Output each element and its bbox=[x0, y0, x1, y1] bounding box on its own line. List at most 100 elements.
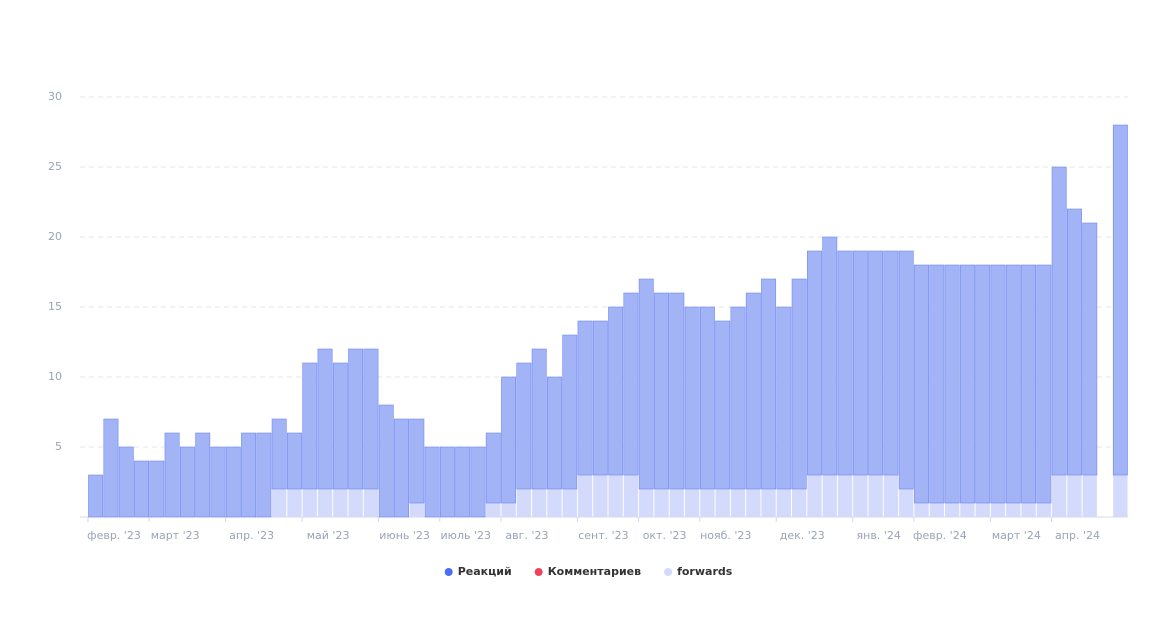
y-tick-label: 5 bbox=[55, 440, 62, 453]
bar bbox=[914, 264, 929, 504]
bar bbox=[761, 278, 777, 490]
x-tick-label: апр. '23 bbox=[229, 529, 274, 542]
legend-label: forwards bbox=[677, 565, 733, 578]
bar bbox=[363, 489, 379, 517]
bar bbox=[608, 475, 623, 517]
bar bbox=[654, 489, 669, 517]
bar bbox=[914, 503, 929, 517]
bar bbox=[103, 418, 119, 518]
bar bbox=[1021, 264, 1037, 504]
bar bbox=[348, 489, 363, 517]
bar bbox=[654, 292, 669, 490]
bar bbox=[883, 475, 899, 517]
bar bbox=[118, 446, 134, 518]
bar bbox=[271, 418, 287, 490]
bar bbox=[745, 292, 761, 490]
x-tick-label: сент. '23 bbox=[578, 529, 628, 542]
bar bbox=[333, 489, 348, 517]
bar bbox=[1036, 264, 1052, 504]
y-tick-label: 20 bbox=[48, 230, 62, 243]
bar bbox=[486, 503, 501, 517]
bar bbox=[302, 362, 318, 490]
bar bbox=[730, 489, 746, 517]
bar bbox=[944, 264, 960, 504]
bar bbox=[929, 264, 945, 504]
bar bbox=[332, 362, 348, 490]
bar bbox=[669, 292, 685, 490]
bar bbox=[210, 446, 226, 518]
bar bbox=[562, 489, 577, 517]
bar bbox=[669, 489, 684, 517]
x-tick-label: янв. '24 bbox=[857, 529, 901, 542]
bar bbox=[746, 489, 761, 517]
bar bbox=[1112, 124, 1128, 476]
bar bbox=[363, 348, 379, 490]
bar bbox=[776, 489, 792, 517]
bar bbox=[730, 306, 746, 490]
bar bbox=[439, 446, 455, 518]
bar bbox=[990, 264, 1006, 504]
bar bbox=[272, 489, 287, 517]
legend-label: Комментариев bbox=[548, 565, 641, 578]
bar bbox=[302, 489, 317, 517]
legend-marker bbox=[534, 568, 543, 576]
bar bbox=[883, 250, 899, 476]
bar bbox=[577, 475, 593, 517]
bar bbox=[700, 489, 715, 517]
bar bbox=[287, 489, 302, 517]
bar bbox=[577, 320, 593, 476]
bar bbox=[791, 278, 807, 490]
bar bbox=[715, 489, 730, 517]
bar bbox=[608, 306, 624, 476]
bar bbox=[531, 348, 547, 490]
bar bbox=[241, 432, 257, 518]
x-tick-label: дек. '23 bbox=[780, 529, 825, 542]
bar bbox=[898, 250, 914, 490]
bar bbox=[837, 250, 853, 476]
bar bbox=[959, 264, 975, 504]
x-tick-label: март '23 bbox=[151, 529, 200, 542]
bar bbox=[623, 475, 639, 517]
bar bbox=[348, 348, 364, 490]
bar bbox=[1021, 503, 1036, 517]
bar bbox=[256, 432, 272, 518]
bar bbox=[715, 320, 731, 490]
x-tick-label: окт. '23 bbox=[643, 529, 687, 542]
y-tick-label: 25 bbox=[48, 160, 62, 173]
bar bbox=[317, 489, 333, 517]
bar bbox=[394, 418, 409, 518]
bar bbox=[164, 432, 180, 518]
bar bbox=[134, 460, 149, 518]
bar bbox=[1082, 475, 1097, 517]
bar bbox=[1052, 475, 1067, 517]
x-tick-label: июль '23 bbox=[441, 529, 491, 542]
bar bbox=[455, 446, 471, 518]
bar bbox=[990, 503, 1006, 517]
bar bbox=[638, 278, 654, 490]
bar bbox=[1067, 475, 1082, 517]
bar bbox=[639, 489, 654, 517]
bar bbox=[623, 292, 639, 476]
bar bbox=[899, 489, 914, 517]
bar bbox=[975, 503, 990, 517]
bar bbox=[1067, 208, 1082, 476]
bar bbox=[761, 489, 776, 517]
bar bbox=[822, 475, 837, 517]
bar bbox=[485, 432, 501, 504]
legend-marker bbox=[444, 568, 453, 576]
legend-marker bbox=[664, 568, 673, 576]
x-tick-label: март '24 bbox=[992, 529, 1041, 542]
bar bbox=[287, 432, 302, 490]
bar bbox=[547, 376, 562, 490]
bar bbox=[501, 503, 516, 517]
bar bbox=[960, 503, 975, 517]
bar bbox=[822, 236, 838, 476]
bar bbox=[1005, 264, 1021, 504]
bar bbox=[807, 250, 822, 476]
bar bbox=[868, 250, 884, 476]
bar bbox=[516, 362, 532, 490]
bar bbox=[317, 348, 333, 490]
x-tick-label: нояб. '23 bbox=[700, 529, 751, 542]
bar bbox=[225, 446, 241, 518]
bar bbox=[562, 334, 578, 490]
